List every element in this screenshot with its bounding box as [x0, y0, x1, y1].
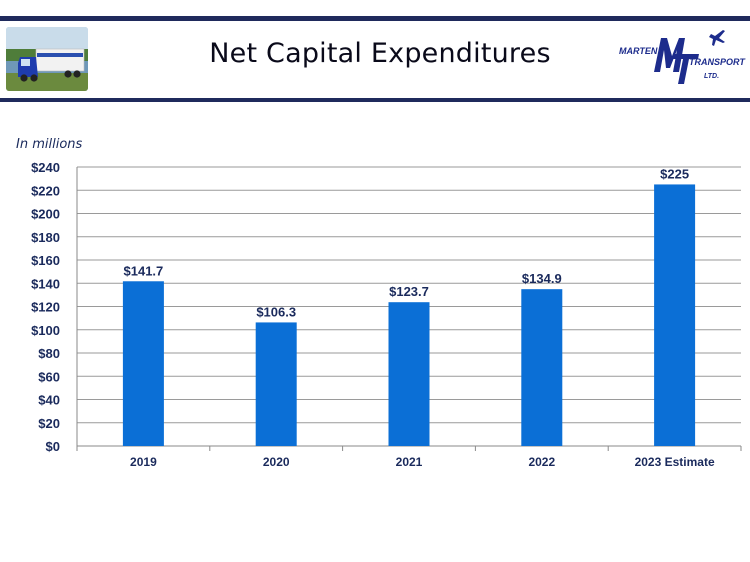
company-logo: MARTEN TRANSPORT LTD.: [615, 28, 745, 88]
bar-2023-estimate: [654, 184, 696, 446]
x-category-label: 2021: [396, 455, 423, 469]
data-label: $106.3: [256, 304, 296, 319]
data-label: $123.7: [389, 284, 429, 299]
y-tick-label: $60: [38, 369, 60, 384]
y-tick-label: $240: [31, 160, 60, 175]
bar-2022: [521, 289, 563, 446]
x-category-label: 2019: [130, 455, 157, 469]
page-title: Net Capital Expenditures: [209, 38, 551, 69]
y-tick-label: $20: [38, 416, 60, 431]
y-tick-label: $40: [38, 393, 60, 408]
bottom-header-rule: [0, 98, 750, 102]
data-label: $134.9: [522, 271, 562, 286]
bar-2021: [388, 302, 430, 446]
bar-2020: [255, 322, 297, 446]
net-capex-bar-chart: $0 $20 $40 $60 $80 $100 $120 $140 $160 $180 $200 $2…: [31, 160, 742, 469]
top-header-rule: [0, 16, 750, 21]
units-note: In millions: [16, 137, 83, 152]
bar-2019: [122, 281, 164, 446]
truck-photo: [6, 27, 88, 91]
logo-text-ltd: LTD.: [704, 73, 720, 80]
y-tick-label: $140: [31, 276, 60, 291]
logo-text-marten: MARTEN: [619, 46, 658, 56]
logo-text-transport: TRANSPORT: [689, 57, 745, 67]
y-tick-label: $100: [31, 323, 60, 338]
y-tick-label: $0: [46, 439, 60, 454]
y-tick-label: $200: [31, 207, 60, 222]
y-tick-label: $120: [31, 300, 60, 315]
x-category-label: 2023 Estimate: [635, 455, 715, 469]
data-label: $225: [660, 166, 689, 181]
y-tick-label: $220: [31, 183, 60, 198]
y-tick-label: $180: [31, 230, 60, 245]
x-category-label: 2020: [263, 455, 290, 469]
data-label: $141.7: [124, 263, 164, 278]
x-category-label: 2022: [528, 455, 555, 469]
y-tick-label: $160: [31, 253, 60, 268]
y-tick-label: $80: [38, 346, 60, 361]
